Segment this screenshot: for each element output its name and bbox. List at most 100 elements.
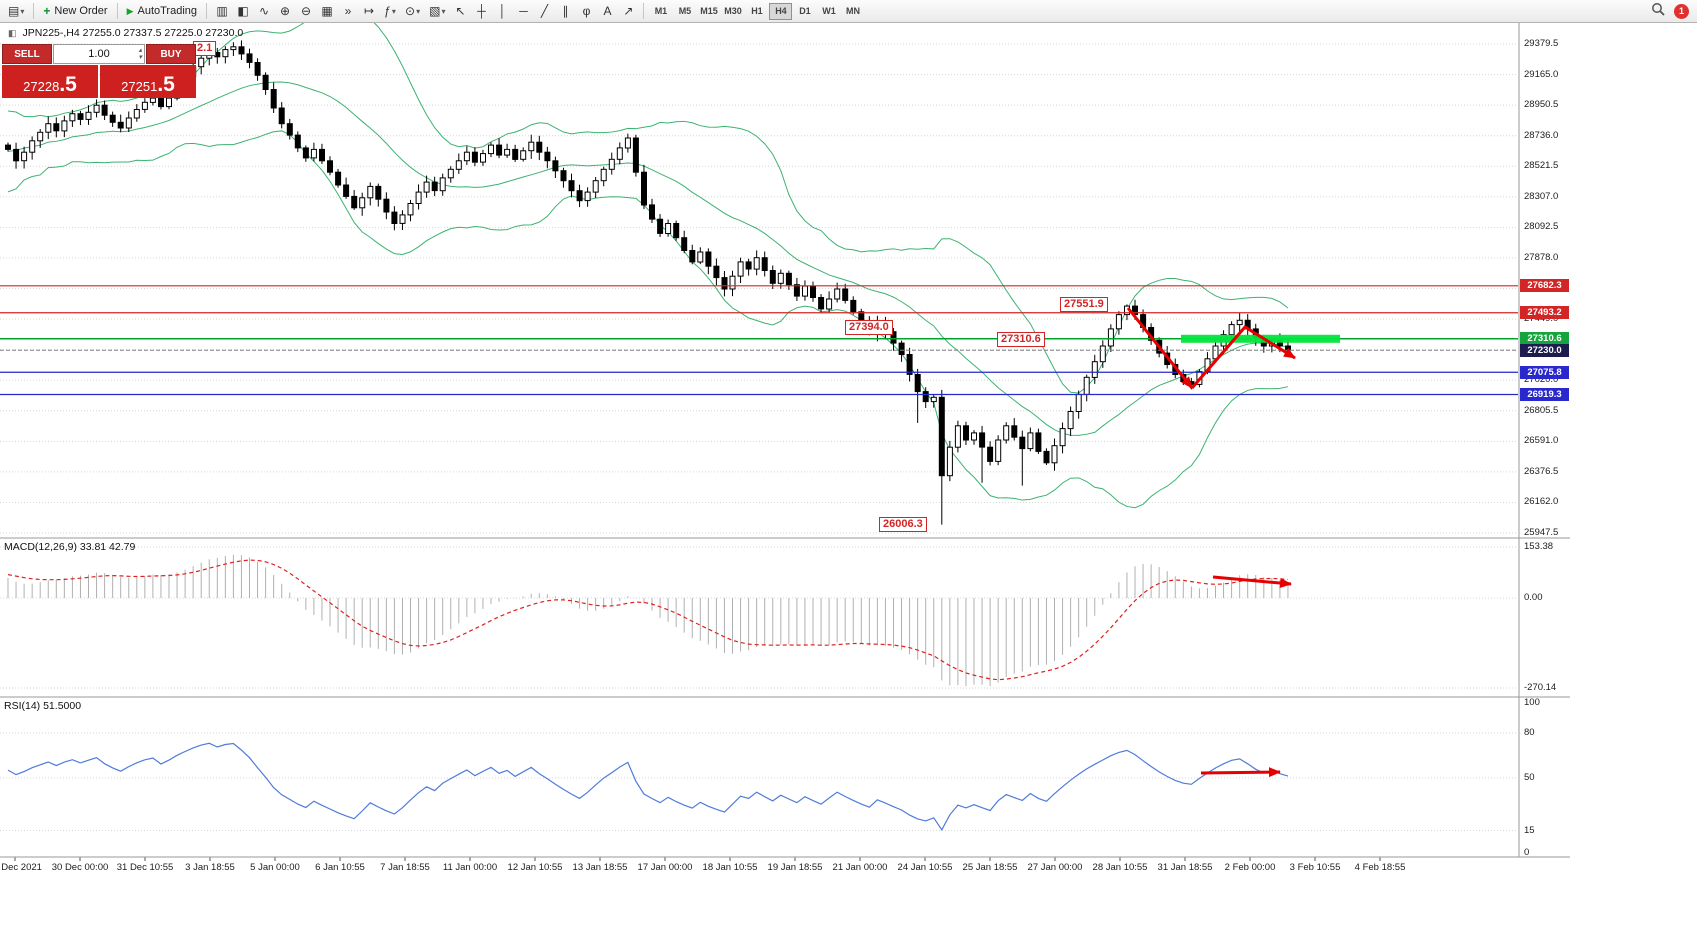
timeframe-m15-button[interactable]: M15 (697, 3, 720, 20)
price-axis-label: 28736.0 (1524, 129, 1559, 141)
candle (351, 195, 358, 209)
candle (761, 257, 768, 272)
fibonacci-icon: φ (582, 4, 591, 18)
new-chart-button[interactable]: ▤ ▾ (4, 2, 28, 21)
line-chart-icon: ∿ (258, 4, 270, 18)
text-button[interactable]: A (597, 2, 617, 21)
time-axis-label: 28 Jan 10:55 (1092, 862, 1148, 873)
candle (769, 270, 776, 284)
volume-spinner[interactable]: ▴ ▾ (138, 47, 142, 61)
candle (576, 190, 583, 202)
candle (1107, 328, 1114, 347)
timeframe-w1-button[interactable]: W1 (817, 3, 840, 20)
arrows-icon: ↗ (623, 4, 634, 18)
autotrading-button[interactable]: ▶ AutoTrading (123, 2, 201, 21)
candle (721, 277, 728, 290)
candlestick-chart-button[interactable]: ◧ (233, 2, 253, 21)
auto-scroll-button[interactable]: » (338, 2, 358, 21)
candle (158, 97, 164, 108)
templates-button[interactable]: ▧ ▾ (425, 2, 449, 21)
bb-lower-band (7, 130, 1289, 509)
candle (536, 141, 543, 153)
buy-price[interactable]: 27251.5 (100, 65, 196, 98)
tile-windows-button[interactable]: ▦ (317, 2, 337, 21)
candle (520, 150, 527, 160)
grid-layer (0, 43, 1518, 861)
zoom-in-button[interactable]: ⊕ (275, 2, 295, 21)
timeframe-d1-button[interactable]: D1 (793, 3, 816, 20)
candle (85, 111, 92, 120)
line-chart-button[interactable]: ∿ (254, 2, 274, 21)
notification-badge[interactable]: 1 (1674, 3, 1689, 19)
candle (657, 218, 664, 234)
timeframe-mn-button[interactable]: MN (841, 3, 864, 20)
one-click-trading-panel: SELL 1.00 ▴ ▾ BUY 27228.5 27251.5 (2, 44, 196, 98)
periods-button[interactable]: ⊙ ▾ (401, 2, 424, 21)
toolbar-icon-group: ▥ ◧ ∿ ⊕ ⊖ ▦ » ↦ ƒ ▾ ⊙ ▾ ▧ ▾ ↖ ┼ │ ─ ╱ ∥ φ A ↗ (212, 2, 638, 21)
zoom-in-icon: ⊕ (279, 4, 291, 18)
caret-down-icon: ▾ (416, 6, 421, 16)
timeframe-button-group: M1 M5 M15 M30 H1 H4 D1 W1 MN (649, 2, 864, 20)
price-digits: 27251 (121, 79, 158, 94)
price-axis-label: 28521.5 (1524, 160, 1559, 172)
horizontal-line-button[interactable]: ─ (513, 2, 533, 21)
candle (898, 342, 905, 356)
spinner-up-icon[interactable]: ▴ (138, 47, 142, 54)
new-order-button[interactable]: + New Order (39, 2, 111, 21)
cursor-button[interactable]: ↖ (450, 2, 470, 21)
candle (480, 153, 486, 163)
candle (1236, 319, 1243, 326)
timeframe-m5-button[interactable]: M5 (673, 3, 696, 20)
rsi-indicator-label: RSI(14) 51.5000 (4, 700, 82, 712)
timeframe-h4-button[interactable]: H4 (769, 2, 793, 20)
zoom-out-button[interactable]: ⊖ (296, 2, 316, 21)
bar-chart-button[interactable]: ▥ (212, 2, 232, 21)
rsi-scale-label: 50 (1524, 772, 1535, 783)
chart-price-label: 27394.0 (845, 320, 893, 335)
price-tag: 27310.6 (1520, 332, 1569, 346)
buy-button[interactable]: BUY (146, 44, 196, 64)
timeframe-h1-button[interactable]: H1 (745, 3, 768, 20)
sell-price[interactable]: 27228.5 (2, 65, 98, 98)
trendline-button[interactable]: ╱ (534, 2, 554, 21)
crosshair-button[interactable]: ┼ (471, 2, 491, 21)
chart-price-label: 27310.6 (997, 332, 1045, 347)
search-icon[interactable] (1651, 2, 1665, 21)
vertical-line-button[interactable]: │ (492, 2, 512, 21)
candle (93, 104, 100, 113)
candle (310, 148, 317, 159)
candle (729, 275, 736, 290)
spinner-down-icon[interactable]: ▾ (138, 54, 142, 61)
candle (1003, 425, 1010, 441)
channel-button[interactable]: ∥ (555, 2, 575, 21)
time-axis-label: 7 Jan 18:55 (380, 862, 430, 873)
candle (802, 285, 808, 297)
candle (61, 120, 68, 132)
candle (995, 439, 1002, 462)
time-axis-label: 27 Jan 00:00 (1027, 862, 1083, 873)
time-axis-label: 11 Jan 00:00 (442, 862, 498, 873)
timeframe-m30-button[interactable]: M30 (721, 3, 744, 20)
candle (375, 185, 382, 200)
fibonacci-button[interactable]: φ (576, 2, 596, 21)
arrows-button[interactable]: ↗ (618, 2, 638, 21)
candle (415, 191, 422, 205)
candle (45, 123, 52, 133)
auto-scroll-icon: » (344, 4, 352, 18)
candle (906, 354, 913, 375)
candle (632, 137, 639, 173)
time-axis-label: 5 Jan 00:00 (250, 862, 300, 873)
candle (198, 57, 205, 68)
volume-input[interactable]: 1.00 ▴ ▾ (53, 44, 145, 64)
candles-layer (5, 40, 1291, 525)
indicators-button[interactable]: ƒ ▾ (380, 2, 400, 21)
chart-shift-button[interactable]: ↦ (359, 2, 379, 21)
timeframe-m1-button[interactable]: M1 (649, 3, 672, 20)
time-axis-label: 4 Feb 18:55 (1354, 862, 1406, 873)
candle (53, 123, 60, 132)
sell-button[interactable]: SELL (2, 44, 52, 64)
candle (544, 151, 551, 162)
candle (979, 432, 986, 448)
